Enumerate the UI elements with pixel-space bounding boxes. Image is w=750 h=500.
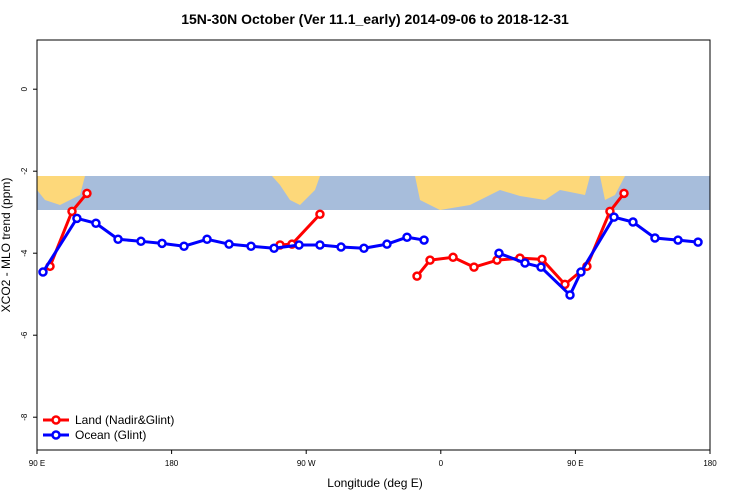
point xyxy=(382,239,392,249)
y-tick-label: 0 xyxy=(20,86,29,91)
point xyxy=(315,240,325,250)
chart-title: 15N-30N October (Ver 11.1_early) 2014-09… xyxy=(181,11,569,27)
series-line xyxy=(41,215,699,298)
point xyxy=(628,217,638,227)
map-strip xyxy=(37,176,710,210)
y-tick-label: -4 xyxy=(20,249,29,257)
point xyxy=(650,233,660,243)
legend-marker xyxy=(51,430,61,440)
x-tick-label: 0 xyxy=(439,459,444,468)
point xyxy=(560,279,570,290)
point xyxy=(425,255,435,265)
point xyxy=(359,243,369,254)
point xyxy=(412,271,422,281)
y-tick-label: -2 xyxy=(20,167,29,175)
point xyxy=(537,254,547,265)
point xyxy=(113,234,123,245)
point xyxy=(67,206,77,217)
x-tick-label: 180 xyxy=(703,459,717,468)
point xyxy=(469,262,479,272)
point xyxy=(136,236,146,247)
point xyxy=(520,258,530,268)
point xyxy=(402,232,412,242)
point xyxy=(91,218,101,229)
point xyxy=(294,240,304,250)
legend-label: Ocean (Glint) xyxy=(75,428,146,442)
point xyxy=(315,209,325,219)
point xyxy=(336,242,346,252)
point xyxy=(82,188,92,199)
point xyxy=(576,267,586,277)
point xyxy=(179,241,189,251)
y-tick-label: -8 xyxy=(20,413,29,421)
point xyxy=(72,213,82,224)
x-tick-label: 90 E xyxy=(567,459,583,468)
point xyxy=(448,252,458,263)
plot-frame xyxy=(36,39,711,451)
point xyxy=(38,267,48,277)
point xyxy=(673,235,683,245)
y-axis-label: XCO2 - MLO trend (ppm) xyxy=(0,178,13,313)
point xyxy=(693,237,703,247)
x-tick-label: 180 xyxy=(165,459,179,468)
point xyxy=(619,188,629,199)
point xyxy=(202,234,212,245)
point xyxy=(269,243,279,254)
legend-label: Land (Nadir&Glint) xyxy=(75,413,174,427)
point xyxy=(494,248,504,258)
point xyxy=(609,212,619,222)
x-axis-label: Longitude (deg E) xyxy=(327,476,422,490)
point xyxy=(536,262,546,272)
x-tick-label: 90 W xyxy=(297,459,316,468)
point xyxy=(565,290,575,300)
point xyxy=(157,238,167,249)
y-tick-label: -6 xyxy=(20,331,29,339)
point xyxy=(419,235,429,245)
point xyxy=(246,241,256,251)
x-tick-label: 90 E xyxy=(29,459,45,468)
point xyxy=(224,239,234,249)
legend-marker xyxy=(51,415,61,425)
